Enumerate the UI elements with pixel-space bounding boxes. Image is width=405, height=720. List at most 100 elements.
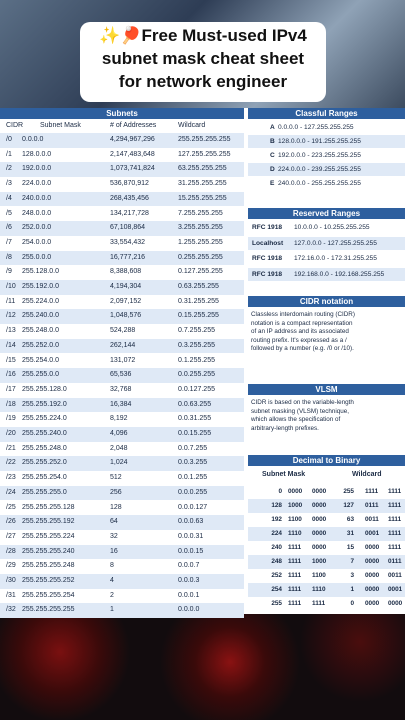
- subnet-mask-cell: 255.255.255.192: [22, 518, 75, 526]
- wildcard-cell: 0.3.255.255: [178, 341, 215, 349]
- caption-line-1: ✨🏓Free Must-used IPv4: [99, 26, 307, 45]
- table-row: /27 255.255.255.224 32 0.0.0.31: [0, 530, 244, 545]
- addresses-cell: 268,435,456: [110, 194, 149, 202]
- reserved-label: Localhost: [252, 239, 284, 247]
- list-item: RFC 1918 192.168.0.0 - 192.168.255.255: [248, 267, 405, 281]
- header-addresses: # of Addresses: [110, 122, 157, 129]
- subnet-mask-cell: 254.0.0.0: [22, 238, 52, 246]
- subnet-mask-cell: 255.248.0.0: [22, 327, 59, 335]
- wildcard-binary-low: 0111: [388, 558, 402, 565]
- table-row: 248 1111 1000 7 0000 0111: [248, 555, 405, 569]
- cidr-cell: /30: [6, 577, 16, 584]
- addresses-cell: 512: [110, 474, 122, 482]
- mask-binary-high: 1100: [288, 516, 302, 523]
- cidr-notation-title: CIDR notation: [248, 296, 405, 307]
- table-row: 0 0000 0000 255 1111 1111: [248, 485, 405, 499]
- wildcard-decimal: 3: [350, 572, 354, 579]
- list-item: B 128.0.0.0 - 191.255.255.255: [248, 135, 405, 148]
- list-item: Localhost 127.0.0.0 - 127.255.255.255: [248, 236, 405, 250]
- table-row: /11 255.224.0.0 2,097,152 0.31.255.255: [0, 295, 244, 310]
- addresses-cell: 67,108,864: [110, 224, 146, 232]
- cidr-cell: /8: [6, 253, 12, 261]
- wildcard-cell: 0.0.0.7: [178, 562, 200, 570]
- subnet-mask-cell: 255.255.255.128: [22, 503, 75, 511]
- dec2bin-header-mask: Subnet Mask: [262, 471, 306, 478]
- addresses-cell: 134,217,728: [110, 209, 149, 217]
- cidr-cell: /3: [6, 180, 12, 188]
- subnet-mask-cell: 255.255.248.0: [22, 444, 67, 452]
- subnet-mask-cell: 248.0.0.0: [22, 209, 52, 217]
- cidr-cell: /20: [6, 430, 16, 437]
- wildcard-cell: 15.255.255.255: [178, 194, 227, 202]
- class-letter: D: [270, 166, 275, 173]
- subnets-title: Subnets: [0, 108, 244, 119]
- wildcard-binary-low: 1111: [388, 530, 402, 537]
- reserved-range: 172.16.0.0 - 172.31.255.255: [294, 255, 377, 262]
- table-row: /20 255.255.240.0 4,096 0.0.15.255: [0, 427, 244, 442]
- subnet-mask-cell: 255.0.0.0: [22, 253, 52, 261]
- table-row: 224 1110 0000 31 0001 1111: [248, 527, 405, 541]
- table-row: /24 255.255.255.0 256 0.0.0.255: [0, 485, 244, 501]
- cidr-cell: /23: [6, 474, 16, 482]
- addresses-cell: 16,384: [110, 400, 132, 408]
- subnet-mask-cell: 255.255.255.255: [22, 606, 75, 614]
- wildcard-binary-high: 1111: [365, 488, 379, 495]
- table-row: /31 255.255.255.254 2 0.0.0.1: [0, 589, 244, 604]
- list-item: D 224.0.0.0 - 239.255.255.255: [248, 163, 405, 176]
- background-bottom: [0, 612, 405, 720]
- wildcard-cell: 0.0.1.255: [178, 474, 208, 482]
- wildcard-cell: 0.15.255.255: [178, 312, 219, 320]
- subnet-mask-cell: 255.255.255.224: [22, 532, 75, 540]
- table-row: /8 255.0.0.0 16,777,216 0.255.255.255: [0, 250, 244, 266]
- subnet-mask-cell: 128.0.0.0: [22, 150, 52, 158]
- addresses-cell: 65,536: [110, 371, 132, 379]
- class-letter: B: [270, 138, 275, 145]
- wildcard-binary-low: 1111: [388, 516, 402, 523]
- vlsm-line: CIDR is based on the variable-length: [251, 399, 354, 406]
- cidr-cell: /10: [6, 283, 16, 290]
- wildcard-decimal: 0: [350, 600, 354, 607]
- mask-binary-high: 0000: [288, 488, 303, 495]
- mask-decimal: 240: [271, 544, 282, 551]
- wildcard-binary-high: 0000: [365, 600, 380, 607]
- mask-decimal: 0: [278, 488, 282, 495]
- table-row: 128 1000 0000 127 0111 1111: [248, 499, 405, 513]
- wildcard-cell: 0.0.0.255: [178, 488, 208, 496]
- subnet-mask-cell: 255.255.0.0: [22, 371, 59, 379]
- wildcard-cell: 0.0.0.1: [178, 591, 200, 599]
- wildcard-cell: 63.255.255.255: [178, 165, 227, 173]
- reserved-label: RFC 1918: [252, 224, 283, 231]
- wildcard-decimal: 127: [343, 502, 354, 509]
- mask-binary-low: 1000: [312, 558, 327, 565]
- wildcard-cell: 0.127.255.255: [178, 268, 223, 276]
- table-row: /3 224.0.0.0 536,870,912 31.255.255.255: [0, 177, 244, 192]
- mask-decimal: 224: [271, 530, 282, 537]
- addresses-cell: 1,024: [110, 459, 128, 467]
- table-row: 252 1111 1100 3 0000 0011: [248, 569, 405, 583]
- addresses-cell: 33,554,432: [110, 238, 146, 246]
- cheat-sheet: Subnets CIDR Subnet Mask # of Addresses …: [0, 108, 405, 619]
- addresses-cell: 1: [110, 606, 114, 614]
- addresses-cell: 2: [110, 591, 114, 599]
- wildcard-decimal: 255: [343, 488, 354, 495]
- mask-binary-high: 1110: [288, 530, 302, 537]
- addresses-cell: 4,096: [110, 430, 128, 437]
- cidr-cell: /11: [6, 297, 16, 305]
- dec2bin-header: Subnet Mask Wildcard: [248, 471, 405, 483]
- cidr-cell: /18: [6, 400, 16, 408]
- cidr-cell: /2: [6, 165, 12, 173]
- cidr-line: Classless interdomain routing (CIDR): [251, 311, 355, 318]
- mask-binary-high: 1111: [288, 586, 302, 593]
- wildcard-binary-high: 0000: [365, 544, 380, 551]
- wildcard-binary-low: 1111: [388, 488, 402, 495]
- mask-decimal: 192: [271, 516, 282, 523]
- cidr-cell: /5: [6, 209, 12, 217]
- reserved-range: 127.0.0.0 - 127.255.255.255: [294, 239, 377, 247]
- table-row: /0 0.0.0.0 4,294,967,296 255.255.255.255: [0, 133, 244, 148]
- subnet-mask-cell: 255.255.240.0: [22, 430, 67, 437]
- mask-binary-high: 1000: [288, 502, 303, 509]
- wildcard-cell: 3.255.255.255: [178, 224, 223, 232]
- wildcard-binary-high: 0000: [365, 572, 380, 579]
- subnet-mask-cell: 192.0.0.0: [22, 165, 52, 173]
- subnet-mask-cell: 255.254.0.0: [22, 356, 59, 364]
